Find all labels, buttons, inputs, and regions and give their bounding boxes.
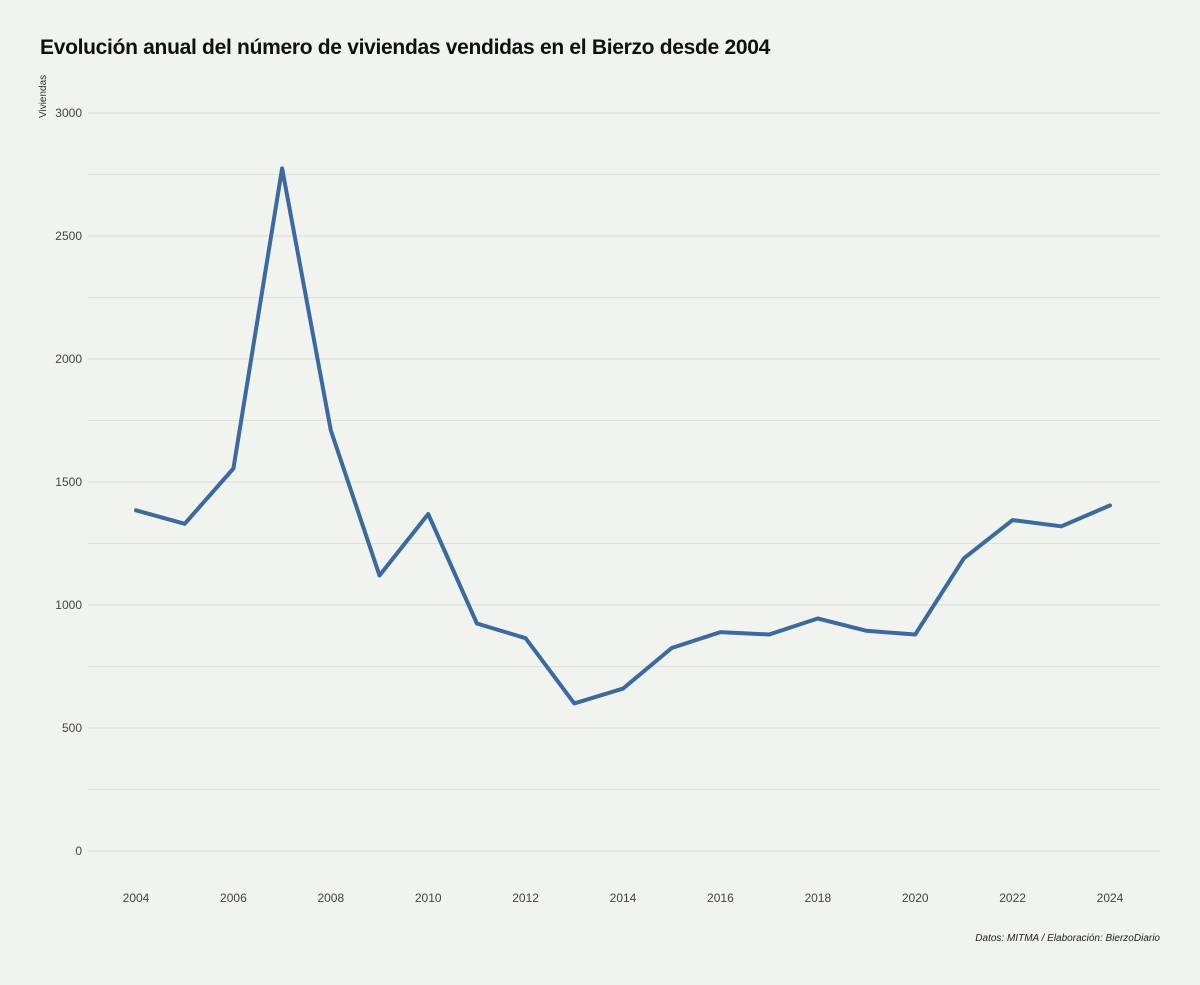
y-tick-label: 0 [75, 844, 82, 858]
x-tick-label: 2010 [415, 891, 442, 905]
y-tick-label: 1000 [55, 598, 82, 612]
data-point [280, 166, 284, 170]
y-tick-label: 500 [62, 721, 82, 735]
y-axis-ticks: 0 500 1000 1500 2000 2500 3000 [55, 106, 82, 858]
source-caption: Datos: MITMA / Elaboración: BierzoDiario [975, 933, 1160, 944]
x-tick-label: 2012 [512, 891, 539, 905]
y-tick-label: 2000 [55, 352, 82, 366]
data-point [816, 617, 820, 621]
data-point [621, 687, 625, 691]
x-tick-label: 2004 [123, 891, 150, 905]
x-tick-label: 2006 [220, 891, 247, 905]
x-axis-ticks: 2004 2006 2008 2010 2012 2014 2016 2018 2020 2022… [123, 891, 1124, 905]
x-tick-label: 2018 [804, 891, 831, 905]
data-point [524, 636, 528, 640]
data-point [329, 428, 333, 432]
x-tick-label: 2024 [1097, 891, 1124, 905]
data-point [426, 512, 430, 516]
data-point [183, 522, 187, 526]
y-tick-label: 1500 [55, 475, 82, 489]
chart-title: Evolución anual del número de viviendas … [40, 36, 770, 59]
x-tick-label: 2016 [707, 891, 734, 905]
data-point [231, 466, 235, 470]
data-point [475, 621, 479, 625]
x-tick-label: 2014 [610, 891, 637, 905]
data-point [1059, 524, 1063, 528]
data-point [670, 646, 674, 650]
x-tick-label: 2020 [902, 891, 929, 905]
data-point [378, 573, 382, 577]
gridlines [88, 112, 1160, 852]
data-point [572, 701, 576, 705]
data-point [718, 630, 722, 634]
x-tick-label: 2008 [317, 891, 344, 905]
data-point [1108, 503, 1112, 507]
data-point [865, 629, 869, 633]
series-layer [134, 166, 1112, 706]
data-point [962, 556, 966, 560]
data-point [767, 633, 771, 637]
data-point [1011, 518, 1015, 522]
y-tick-label: 2500 [55, 229, 82, 243]
series-line-0 [134, 166, 1112, 706]
x-tick-label: 2022 [999, 891, 1026, 905]
data-point [913, 633, 917, 637]
y-tick-label: 3000 [55, 106, 82, 120]
data-point [134, 508, 138, 512]
